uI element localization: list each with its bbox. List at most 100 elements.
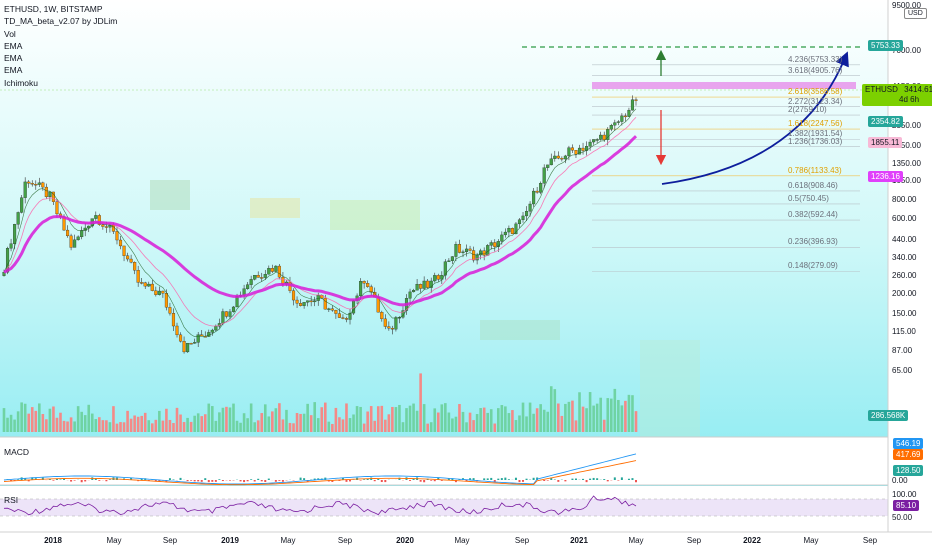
volume-bar <box>218 412 221 432</box>
volume-bar <box>323 402 327 432</box>
currency-label[interactable]: USD <box>904 8 927 19</box>
symbol-title[interactable]: ETHUSD, 1W, BITSTAMP <box>4 4 103 14</box>
macd-histogram-bar <box>433 480 436 482</box>
candle <box>588 141 592 147</box>
candle <box>327 308 331 310</box>
candle <box>323 297 327 310</box>
fib-label: 1.382(1931.54) <box>788 129 843 139</box>
volume-bar <box>143 412 147 432</box>
volume-bar <box>302 413 306 432</box>
indicator-vol[interactable]: Vol <box>4 28 16 39</box>
macd-histogram-bar <box>190 480 193 481</box>
candle <box>394 317 398 330</box>
macd-title[interactable]: MACD <box>4 447 30 457</box>
volume-bar <box>87 404 91 432</box>
signal-line-tag: 417.69 <box>893 449 924 460</box>
candle <box>221 311 225 324</box>
macd-histogram-bar <box>168 478 171 480</box>
macd-histogram-bar <box>550 477 553 480</box>
macd-histogram-bar <box>98 480 101 481</box>
candle <box>164 293 168 308</box>
indicator-ema-1[interactable]: EMA <box>4 40 23 51</box>
macd-histogram-bar <box>345 480 348 482</box>
candle <box>461 251 465 254</box>
macd-histogram-bar <box>186 480 189 482</box>
volume-bar <box>320 407 324 432</box>
volume-bar <box>175 407 179 432</box>
volume-bar <box>355 406 359 432</box>
fib-label: 0.148(279.09) <box>788 261 838 271</box>
macd-histogram-bar <box>221 480 224 482</box>
candle <box>595 139 599 141</box>
candle <box>468 248 472 251</box>
macd-zero-tick: 0.00 <box>892 476 908 485</box>
macd-histogram-bar <box>454 480 457 483</box>
volume-bar <box>288 422 292 432</box>
macd-histogram-bar <box>27 480 30 482</box>
macd-histogram-bar <box>24 478 27 480</box>
price-tick: 200.00 <box>892 289 917 299</box>
time-tick: May <box>454 536 470 545</box>
volume-bar <box>585 408 588 432</box>
volume-bar <box>45 419 48 432</box>
macd-histogram-bar <box>34 478 37 480</box>
volume-bar <box>359 406 362 432</box>
volume-bar <box>468 412 472 432</box>
volume-bar <box>101 420 105 432</box>
price-tick: 65.00 <box>892 366 913 376</box>
macd-histogram-bar <box>363 479 366 480</box>
candle <box>260 277 264 279</box>
macd-histogram-bar <box>278 480 281 481</box>
volume-bar <box>98 417 101 432</box>
target-price-tag: 5753.33 <box>868 40 903 51</box>
volume-bar <box>263 404 267 432</box>
volume-bar <box>214 420 218 432</box>
candle <box>507 228 511 233</box>
candle <box>486 245 490 256</box>
indicator-ichimoku[interactable]: Ichimoku <box>4 77 39 88</box>
candle <box>263 274 267 278</box>
candle <box>542 167 546 184</box>
candle <box>231 306 236 312</box>
volume-bar <box>447 412 451 432</box>
volume-bar <box>20 402 23 432</box>
indicator-ema-2[interactable]: EMA <box>4 53 23 64</box>
macd-histogram-bar <box>313 478 316 480</box>
macd-histogram-bar <box>108 479 111 480</box>
candle <box>429 280 433 288</box>
volume-bar <box>256 420 260 432</box>
volume-bar <box>246 418 249 432</box>
volume-bar <box>94 419 98 432</box>
volume-bar <box>440 404 444 432</box>
volume-bar <box>292 423 295 432</box>
macd-histogram-bar <box>514 477 517 480</box>
volume-bar <box>560 415 564 432</box>
fib-label: 0.236(396.93) <box>788 237 838 247</box>
rsi-title[interactable]: RSI <box>4 495 19 505</box>
volume-bar <box>34 410 38 432</box>
time-tick: Sep <box>686 536 702 545</box>
indicator-ema-3[interactable]: EMA <box>4 65 23 76</box>
candle <box>189 343 193 345</box>
volume-bar <box>76 406 80 432</box>
candle <box>408 291 412 299</box>
candle <box>415 284 419 291</box>
candle <box>450 256 454 261</box>
macd-histogram-bar <box>204 478 207 480</box>
volume-bar <box>609 398 613 432</box>
candle <box>129 258 133 263</box>
cloud-patch <box>480 320 560 340</box>
volume-bar <box>136 416 140 432</box>
macd-histogram-bar <box>571 478 574 480</box>
price-tick: 87.00 <box>892 346 913 356</box>
volume-bar <box>348 418 352 432</box>
volume-bar <box>451 418 454 432</box>
candle <box>210 329 214 333</box>
volume-bar <box>429 422 433 432</box>
indicator-td-ma[interactable]: TD_MA_beta_v2.07 by JDLim <box>4 16 118 27</box>
macd-histogram-bar <box>518 480 521 483</box>
volume-bar <box>352 414 355 432</box>
candle <box>567 147 571 157</box>
volume-bar <box>398 404 401 432</box>
